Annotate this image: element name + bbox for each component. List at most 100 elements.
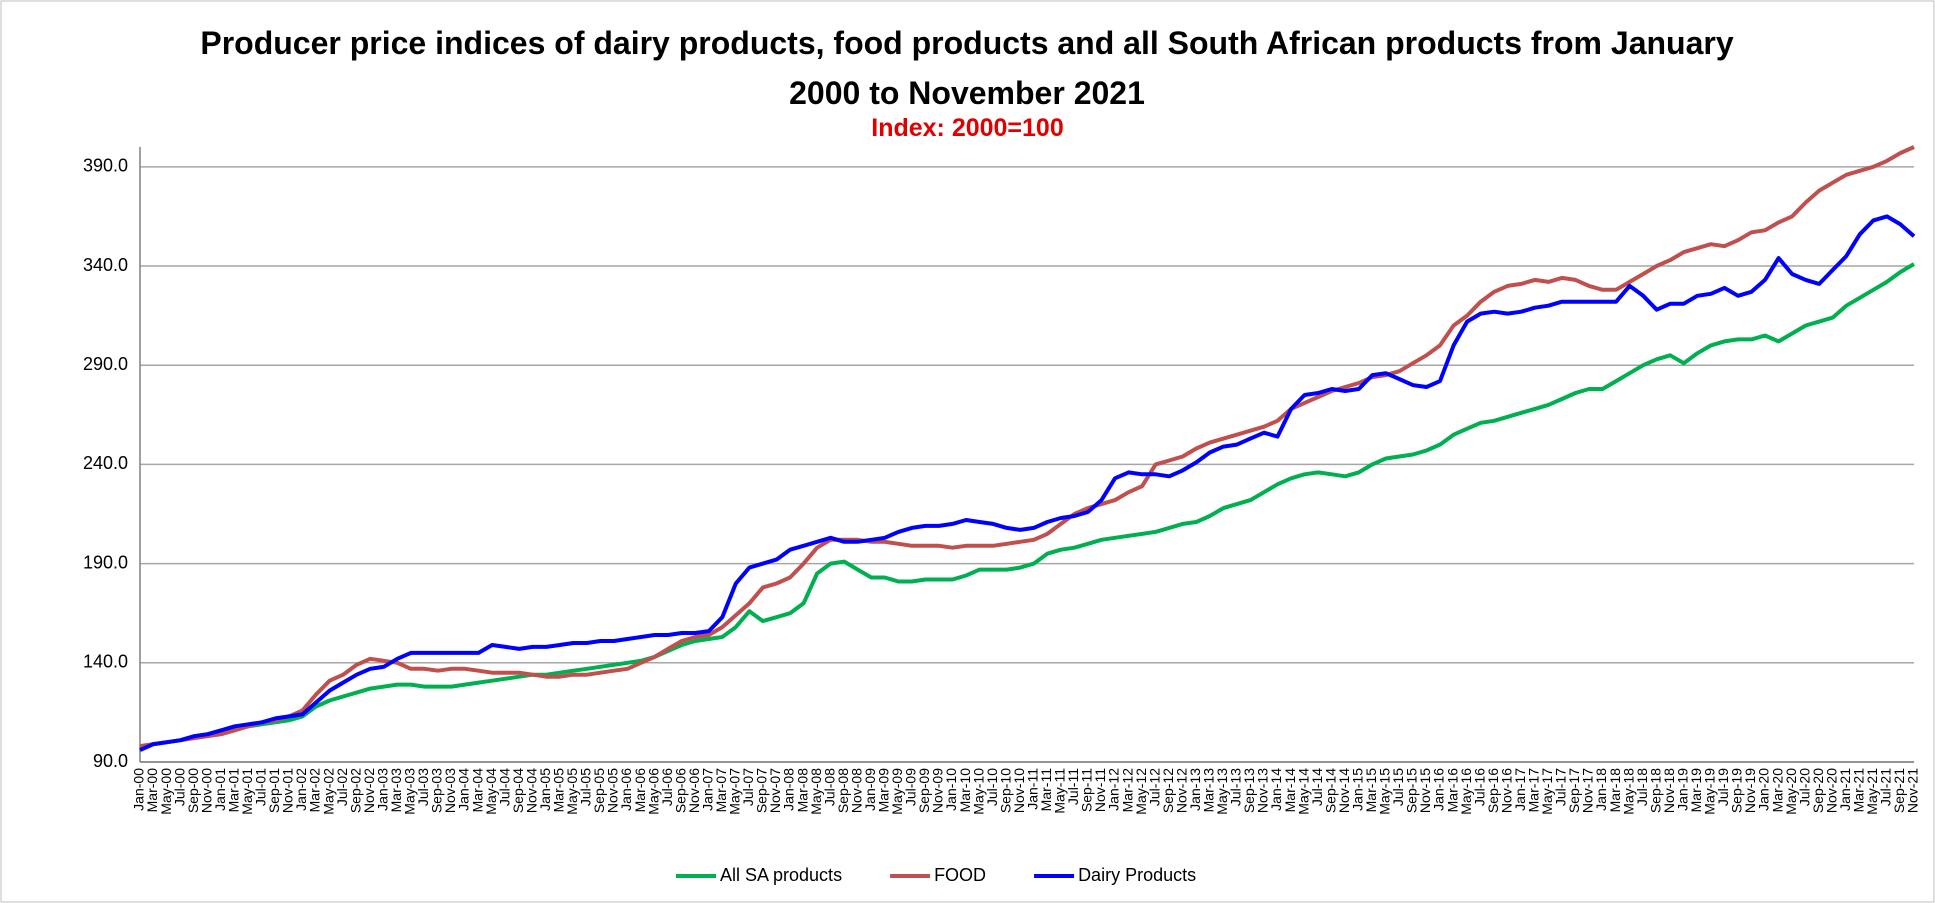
x-tick-label: Sep-00 — [185, 768, 201, 813]
x-tick-label: Sep-17 — [1566, 768, 1582, 813]
x-tick-label: Mar-09 — [876, 768, 892, 813]
x-tick-label: Sep-16 — [1485, 768, 1501, 813]
x-tick-label: Nov-06 — [686, 768, 702, 813]
x-tick-label: Mar-08 — [794, 768, 810, 813]
x-tick-label: May-05 — [564, 768, 580, 815]
x-tick-label: May-07 — [727, 768, 743, 815]
x-tick-label: Sep-12 — [1160, 768, 1176, 813]
x-tick-label: Jul-11 — [1065, 768, 1081, 805]
x-tick-label: Jul-09 — [903, 768, 919, 806]
x-tick-label: Sep-11 — [1079, 768, 1095, 812]
x-tick-label: Jul-04 — [496, 768, 512, 806]
x-tick-label: May-04 — [483, 768, 499, 815]
x-tick-label: Nov-20 — [1823, 768, 1839, 813]
x-tick-label: May-03 — [402, 768, 418, 815]
x-tick-label: Jan-05 — [537, 768, 553, 811]
x-tick-label: Jul-08 — [821, 768, 837, 806]
x-tick-label: Sep-14 — [1322, 768, 1338, 813]
x-tick-label: Sep-03 — [429, 768, 445, 813]
x-tick-label: Jul-16 — [1471, 768, 1487, 806]
x-tick-label: Mar-05 — [551, 768, 567, 813]
x-tick-label: Nov-03 — [442, 768, 458, 813]
x-tick-label: Nov-17 — [1580, 768, 1596, 813]
x-tick-label: Sep-21 — [1891, 768, 1907, 813]
x-tick-label: Nov-11 — [1092, 768, 1108, 812]
x-tick-label: Nov-09 — [930, 768, 946, 813]
x-tick-label: Jan-18 — [1593, 768, 1609, 811]
x-tick-label: Jan-01 — [212, 768, 228, 811]
x-tick-label: Mar-03 — [388, 768, 404, 813]
x-tick-label: Mar-02 — [307, 768, 323, 813]
x-tick-label: May-15 — [1377, 768, 1393, 815]
x-tick-label: May-12 — [1133, 768, 1149, 815]
x-tick-label: Jul-10 — [984, 768, 1000, 806]
x-tick-label: Mar-20 — [1769, 768, 1785, 813]
x-tick-label: Nov-08 — [848, 768, 864, 813]
y-tick-label: 240.0 — [83, 453, 128, 473]
x-tick-label: Mar-17 — [1526, 768, 1542, 813]
x-tick-label: May-13 — [1214, 768, 1230, 815]
x-tick-label: Jan-04 — [456, 768, 472, 811]
legend-label: FOOD — [934, 865, 986, 885]
y-tick-label: 140.0 — [83, 652, 128, 672]
y-tick-label: 190.0 — [83, 552, 128, 572]
x-tick-label: Mar-00 — [144, 768, 160, 813]
x-tick-label: May-16 — [1458, 768, 1474, 815]
x-tick-label: Mar-19 — [1688, 768, 1704, 813]
x-tick-label: Jul-14 — [1309, 768, 1325, 806]
x-tick-label: Sep-06 — [672, 768, 688, 813]
x-tick-label: Nov-13 — [1255, 768, 1271, 813]
x-tick-label: Jul-05 — [578, 768, 594, 806]
y-tick-label: 340.0 — [83, 255, 128, 275]
x-tick-label: May-17 — [1539, 768, 1555, 815]
x-tick-label: Jul-01 — [253, 768, 269, 806]
x-tick-label: Nov-18 — [1661, 768, 1677, 813]
x-tick-label: Jan-07 — [699, 768, 715, 811]
x-tick-label: Jan-08 — [781, 768, 797, 811]
x-tick-label: Mar-07 — [713, 768, 729, 813]
x-tick-label: Sep-19 — [1729, 768, 1745, 813]
x-tick-label: Jul-19 — [1715, 768, 1731, 806]
x-tick-label: Nov-05 — [605, 768, 621, 813]
x-tick-label: May-20 — [1783, 768, 1799, 815]
x-tick-label: Sep-09 — [916, 768, 932, 813]
x-tick-label: Mar-11 — [1038, 768, 1054, 812]
x-tick-label: Jul-21 — [1878, 768, 1894, 806]
x-tick-label: Jul-12 — [1146, 768, 1162, 806]
x-tick-label: Mar-15 — [1363, 768, 1379, 813]
x-tick-label: Nov-07 — [767, 768, 783, 813]
x-tick-label: Nov-01 — [280, 768, 296, 813]
x-tick-label: Mar-13 — [1201, 768, 1217, 813]
x-tick-label: Nov-15 — [1417, 768, 1433, 813]
chart-title: Producer price indices of dairy products… — [200, 25, 1734, 111]
x-tick-label: Jan-00 — [131, 768, 147, 811]
legend-label: Dairy Products — [1078, 865, 1196, 885]
x-tick-label: Jan-13 — [1187, 768, 1203, 811]
x-tick-label: Nov-19 — [1742, 768, 1758, 813]
x-tick-label: Jan-11 — [1024, 768, 1040, 810]
x-tick-label: Jul-02 — [334, 768, 350, 806]
x-tick-label: Nov-14 — [1336, 768, 1352, 813]
series-line — [139, 145, 1915, 749]
x-tick-label: May-00 — [158, 768, 174, 815]
x-tick-label: May-01 — [239, 768, 255, 815]
x-tick-label: Nov-00 — [198, 768, 214, 813]
x-tick-label: May-09 — [889, 768, 905, 815]
series-line — [139, 262, 1916, 751]
x-tick-label: Jul-06 — [659, 768, 675, 806]
y-tick-label: 390.0 — [83, 156, 128, 176]
x-tick-label: Mar-10 — [957, 768, 973, 813]
x-tick-label: Jul-03 — [415, 768, 431, 806]
x-tick-label: Sep-15 — [1404, 768, 1420, 813]
x-tick-label: Jan-02 — [293, 768, 309, 811]
x-tick-label: Sep-04 — [510, 768, 526, 813]
x-tick-label: Nov-16 — [1498, 768, 1514, 813]
x-tick-label: Sep-13 — [1241, 768, 1257, 813]
x-tick-label: Jan-20 — [1756, 768, 1772, 811]
x-tick-label: Jan-21 — [1837, 768, 1853, 811]
x-tick-label: Jan-10 — [943, 768, 959, 811]
x-tick-label: Sep-05 — [591, 768, 607, 813]
x-tick-label: May-11 — [1052, 768, 1068, 814]
